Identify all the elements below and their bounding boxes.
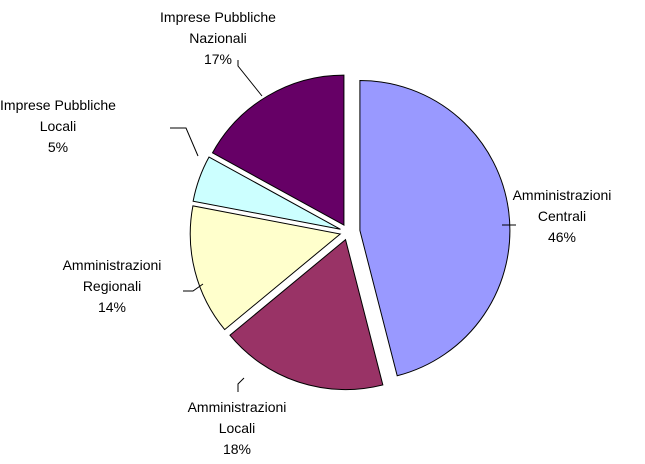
slice-percent: 17% [204, 51, 232, 67]
slice-label-line: Nazionali [189, 30, 247, 46]
slice-label-line: Amministrazioni [188, 399, 287, 415]
slice-label: Imprese Pubbliche Locali 5% [0, 97, 116, 155]
pie-slices [189, 74, 511, 391]
leader-line [170, 127, 199, 157]
pie-slice-amministrazioni-centrali [359, 79, 511, 377]
leader-line [237, 377, 245, 392]
pie-slice-imprese-pubbliche-nazionali [211, 74, 345, 226]
slice-labels: Amministrazioni Centrali 46%Amministrazion… [0, 9, 611, 457]
slice-label-line: Regionali [83, 278, 141, 294]
slice-percent: 14% [98, 299, 126, 315]
leader-line [237, 60, 263, 97]
slice-label-line: Amministrazioni [513, 187, 612, 203]
slice-label-line: Amministrazioni [63, 257, 162, 273]
slice-label-line: Imprese Pubbliche [160, 9, 276, 25]
slice-percent: 46% [548, 229, 576, 245]
pie-slice-amministrazioni-locali [229, 238, 384, 391]
slice-label-line: Imprese Pubbliche [0, 97, 116, 113]
leader-lines [170, 60, 516, 392]
slice-label: Amministrazioni Locali 18% [188, 399, 287, 457]
slice-percent: 5% [48, 139, 68, 155]
slice-label-line: Centrali [538, 208, 586, 224]
slice-label: Amministrazioni Regionali 14% [63, 257, 162, 315]
slice-label-line: Locali [40, 118, 77, 134]
slice-label-line: Locali [219, 420, 256, 436]
leader-line [183, 283, 204, 292]
slice-label: Amministrazioni Centrali 46% [513, 187, 612, 245]
slice-percent: 18% [223, 441, 251, 457]
pie-slice-imprese-pubbliche-locali [192, 156, 341, 230]
slice-label: Imprese Pubbliche Nazionali 17% [160, 9, 276, 67]
pie-slice-amministrazioni-regionali [189, 205, 342, 331]
